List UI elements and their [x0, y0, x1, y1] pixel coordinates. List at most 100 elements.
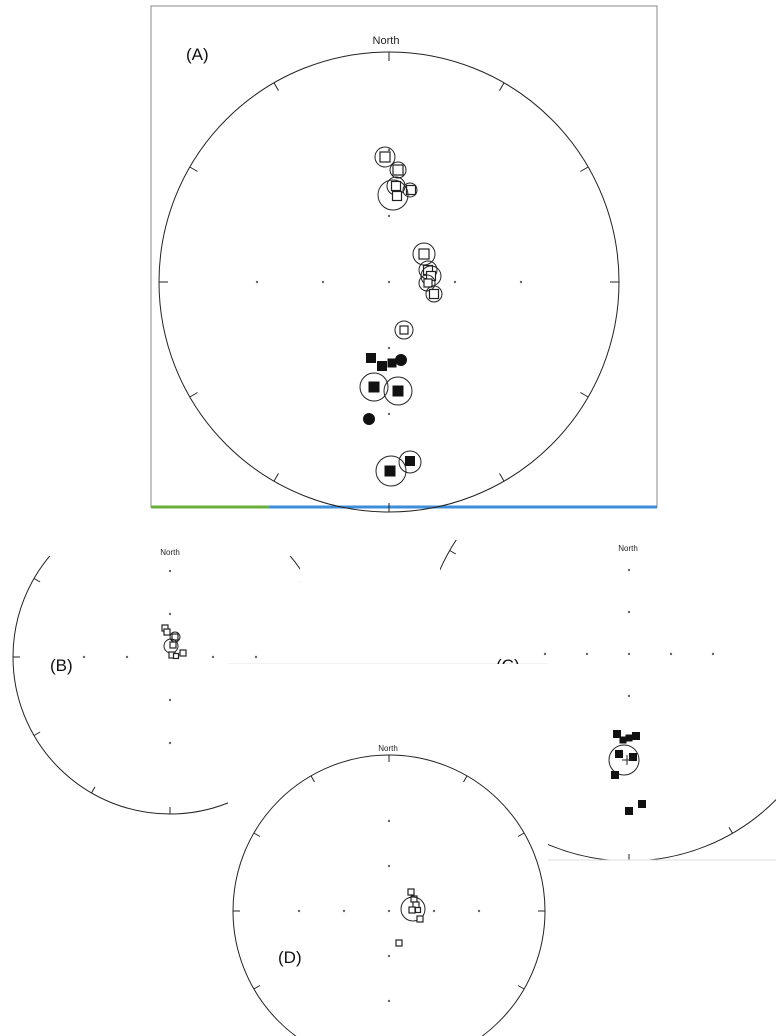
- panel-a-frame: [150, 5, 658, 508]
- filled-square-marker: [615, 750, 623, 758]
- grid-dot: [211, 655, 215, 659]
- tick-mark: [299, 578, 300, 583]
- grid-dot: [387, 346, 391, 350]
- open-square-marker: [395, 939, 403, 947]
- open-square-marker: [390, 180, 402, 192]
- confidence-circle: [374, 146, 396, 168]
- panel-a-ticks: [159, 52, 619, 512]
- grid-dot: [387, 412, 391, 416]
- filled-square-marker: [619, 736, 627, 744]
- tick-mark: [517, 832, 525, 837]
- tick-mark: [526, 475, 530, 481]
- tick-mark: [449, 550, 457, 555]
- panel-c-data-points: [608, 730, 646, 815]
- tick-mark: [499, 82, 505, 91]
- grid-dot: [387, 954, 391, 958]
- grid-dot: [168, 569, 172, 573]
- grid-dot: [168, 612, 172, 616]
- grid-dot: [543, 652, 547, 656]
- filled-square-marker: [629, 753, 637, 761]
- tick-mark: [92, 521, 96, 527]
- grid-dot: [669, 652, 673, 656]
- panel-d-label: (D): [278, 948, 302, 967]
- grid-dot: [387, 999, 391, 1003]
- filled-circle-marker: [395, 354, 407, 366]
- panel-c-grid-dots: [543, 568, 715, 740]
- grid-dot: [82, 655, 86, 659]
- confidence-circle: [394, 320, 414, 340]
- grid-dot: [321, 280, 325, 284]
- grid-dot: [387, 280, 391, 284]
- open-square-marker: [163, 628, 171, 636]
- tick-mark: [33, 578, 41, 583]
- panel-a: North (A): [150, 5, 658, 513]
- confidence-circle: [375, 455, 407, 487]
- tick-mark: [580, 166, 589, 172]
- grid-dot: [168, 698, 172, 702]
- filled-square-marker: [613, 730, 621, 738]
- grid-dot: [519, 280, 523, 284]
- open-square-marker: [179, 649, 187, 657]
- panel-d-grid-dots: [297, 819, 481, 1003]
- grid-dot: [627, 652, 631, 656]
- grid-dot: [387, 909, 391, 913]
- panel-d-background: [228, 664, 548, 860]
- grid-dot: [387, 819, 391, 823]
- tick-mark: [189, 166, 198, 172]
- open-square-marker: [169, 641, 177, 649]
- tick-mark: [273, 82, 279, 91]
- grid-dot: [627, 568, 631, 572]
- open-square-marker: [414, 906, 422, 914]
- filled-square-marker: [611, 771, 619, 779]
- open-square-marker: [416, 915, 424, 923]
- filled-square-marker: [632, 732, 640, 740]
- grid-dot: [254, 655, 258, 659]
- grid-dot: [627, 694, 631, 698]
- open-square-marker: [391, 190, 403, 202]
- grid-dot: [477, 909, 481, 913]
- panel-b: North (B): [12, 521, 300, 815]
- open-square-marker: [392, 164, 404, 176]
- panel-b-label: (B): [50, 656, 73, 675]
- panel-d-ticks: [233, 755, 545, 990]
- panel-d-data-points: [395, 888, 426, 947]
- confidence-circle: [400, 896, 426, 922]
- tick-mark: [517, 985, 525, 990]
- panel-b-north-label: North: [160, 548, 180, 557]
- confidence-circle: [377, 179, 409, 211]
- grid-dot: [432, 909, 436, 913]
- open-square-marker: [172, 652, 180, 660]
- confidence-circle: [398, 450, 422, 474]
- grid-dot: [387, 148, 391, 152]
- filled-square-marker: [638, 800, 646, 808]
- open-square-marker: [418, 248, 430, 260]
- open-square-marker: [428, 288, 440, 300]
- tick-mark: [580, 392, 589, 398]
- panel-c-north-label: North: [618, 544, 638, 553]
- grid-dot: [125, 655, 129, 659]
- tick-mark: [245, 521, 249, 527]
- tick-mark: [499, 473, 505, 482]
- grid-dot: [297, 909, 301, 913]
- grid-dot: [711, 652, 715, 656]
- confidence-circle: [402, 182, 418, 198]
- panel-b-data-points: [161, 624, 187, 660]
- filled-square-marker: [625, 734, 633, 742]
- tick-mark: [273, 473, 279, 482]
- open-square-marker: [379, 151, 391, 163]
- tick-mark: [728, 826, 733, 834]
- grid-dot: [342, 909, 346, 913]
- open-square-marker: [408, 906, 416, 914]
- panel-a-data-points: [359, 146, 443, 487]
- confidence-circle: [608, 744, 640, 776]
- tick-mark: [189, 392, 198, 398]
- grid-dot: [168, 741, 172, 745]
- filled-square-marker: [387, 358, 397, 368]
- filled-square-marker: [392, 385, 404, 397]
- panel-b-grid-dots: [82, 569, 258, 745]
- tick-mark: [91, 786, 96, 794]
- grid-dot: [387, 864, 391, 868]
- filled-square-marker: [368, 381, 380, 393]
- grid-dot: [255, 280, 259, 284]
